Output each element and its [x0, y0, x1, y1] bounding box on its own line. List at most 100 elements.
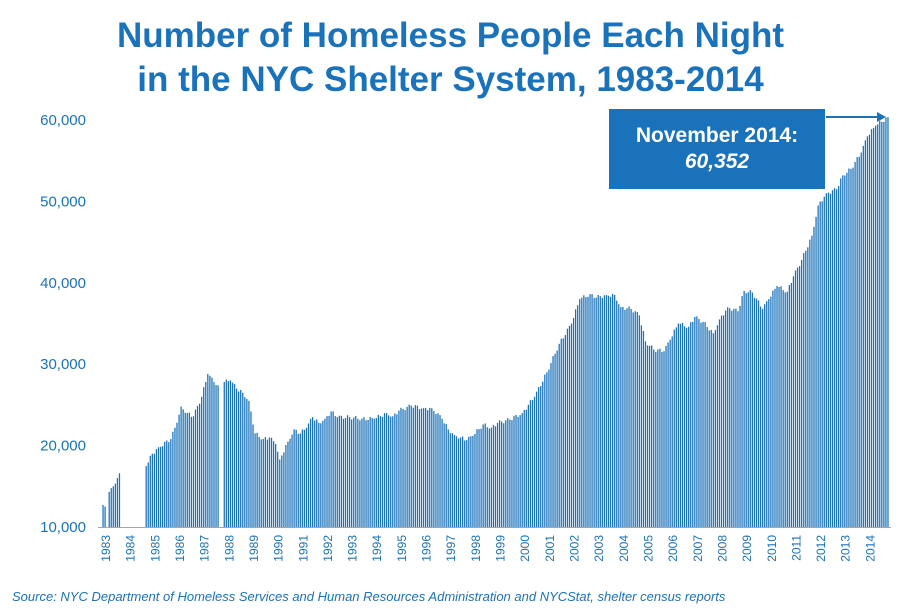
bar: [404, 410, 406, 527]
x-tick-label: 1985: [148, 535, 162, 562]
bar: [408, 404, 410, 527]
bar: [644, 341, 647, 527]
bar: [747, 292, 749, 527]
bar: [614, 295, 616, 527]
bar: [207, 373, 209, 527]
bar: [630, 308, 632, 527]
bar: [314, 420, 316, 527]
bar: [425, 407, 427, 527]
bar: [764, 304, 766, 527]
bar: [316, 419, 318, 527]
bar: [648, 345, 651, 527]
bar: [794, 270, 797, 527]
bar: [881, 121, 883, 527]
bar: [161, 446, 164, 527]
bar: [468, 436, 470, 527]
bar: [681, 322, 684, 527]
y-tick-label: 30,000: [40, 356, 86, 373]
bar: [201, 396, 203, 527]
bar: [431, 408, 433, 527]
bar: [231, 382, 234, 527]
bar: [116, 478, 119, 527]
bar: [870, 129, 873, 527]
bar: [365, 420, 367, 527]
bar: [657, 349, 659, 527]
bar: [838, 186, 840, 527]
bar: [211, 377, 213, 527]
bar: [188, 412, 190, 527]
bar: [751, 292, 753, 527]
bar: [283, 452, 285, 527]
bar: [585, 297, 587, 527]
bar: [155, 448, 158, 527]
bar: [441, 418, 443, 527]
bar: [104, 506, 106, 527]
bar: [813, 226, 815, 527]
y-tick-label: 40,000: [40, 275, 86, 292]
bar: [466, 439, 468, 527]
bar: [782, 290, 784, 527]
bar: [844, 175, 846, 527]
source-note: Source: NYC Department of Homeless Servi…: [12, 589, 726, 604]
bar: [390, 416, 392, 527]
bar: [496, 422, 499, 527]
bar: [583, 295, 585, 527]
bar: [646, 345, 649, 527]
callout-box: November 2014: 60,352: [609, 109, 825, 189]
chart-title-line-2: in the NYC Shelter System, 1983-2014: [137, 60, 764, 99]
bar: [790, 283, 793, 527]
x-tick-label: 1998: [469, 535, 483, 562]
bar: [558, 343, 560, 527]
bar: [301, 429, 303, 527]
bar: [685, 327, 688, 527]
bar: [780, 286, 782, 527]
bar: [597, 295, 599, 527]
bar: [258, 437, 260, 527]
bar: [340, 415, 343, 527]
bar: [488, 428, 490, 527]
bar: [768, 299, 770, 527]
bar: [671, 336, 673, 527]
bar: [330, 411, 332, 527]
bar: [233, 384, 236, 527]
bar: [579, 299, 581, 527]
x-tick-label: 1986: [173, 535, 187, 562]
x-tick-label: 1987: [198, 535, 212, 562]
bar: [842, 175, 844, 527]
bar: [759, 306, 762, 527]
bar: [665, 345, 667, 527]
bar: [410, 405, 412, 527]
bar: [796, 267, 799, 527]
bar: [864, 140, 866, 528]
bar: [227, 381, 230, 527]
bar: [513, 416, 515, 527]
bar: [196, 405, 199, 527]
bar: [433, 411, 435, 527]
bar: [490, 427, 493, 527]
bar: [112, 486, 114, 527]
bar: [464, 440, 466, 527]
bar: [564, 335, 566, 527]
bar: [798, 266, 801, 527]
bar: [622, 306, 624, 527]
bar: [673, 329, 675, 527]
bar: [182, 409, 184, 527]
bar: [147, 462, 149, 527]
bar: [110, 488, 112, 527]
bar: [248, 400, 250, 527]
bar: [472, 435, 474, 527]
bar: [311, 417, 314, 527]
bar: [268, 437, 271, 527]
bar: [453, 435, 456, 527]
x-tick-label: 2000: [518, 535, 532, 562]
bar: [385, 413, 388, 527]
bar: [377, 414, 380, 527]
bar: [264, 437, 266, 527]
bar: [174, 427, 176, 527]
bar: [198, 403, 201, 527]
x-tick-label: 1989: [247, 535, 261, 562]
x-tick-label: 1983: [99, 535, 113, 562]
bar: [443, 423, 445, 527]
bar: [655, 351, 657, 527]
